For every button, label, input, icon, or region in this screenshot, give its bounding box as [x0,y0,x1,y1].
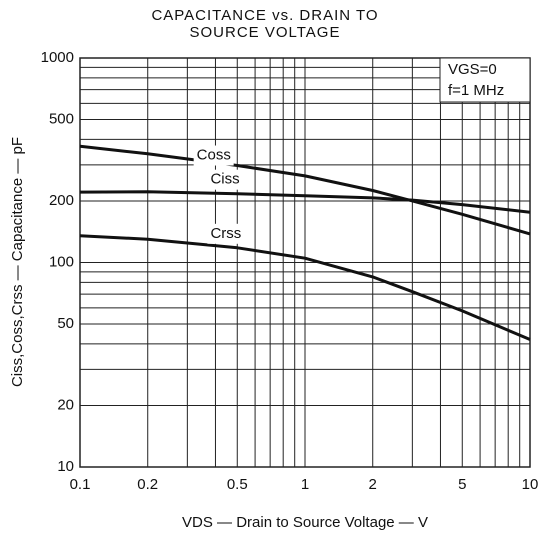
x-axis-label: VDS — Drain to Source Voltage — V [182,514,428,531]
y-tick-label: 200 [49,192,74,209]
annotation: f=1 MHz [448,82,504,99]
x-tick-label: 0.5 [227,476,248,493]
curve [79,190,531,214]
chart-title: CAPACITANCE vs. DRAIN TO [151,7,378,24]
y-tick-label: 20 [57,396,74,413]
x-tick-label: 1 [301,476,309,493]
x-tick-label: 5 [458,476,466,493]
y-tick-label: 500 [49,111,74,128]
label-bg [207,223,248,244]
y-tick-label: 1000 [41,49,74,66]
curve [79,234,531,341]
series-label: Ciss [210,171,239,188]
y-tick-label: 50 [57,315,74,332]
series-label: Coss [197,146,231,163]
curve [79,144,531,236]
x-tick-label: 0.1 [70,476,91,493]
series-label: Crss [210,225,241,242]
y-tick-label: 100 [49,253,74,270]
y-tick-label: 10 [57,458,74,475]
annotation-box [439,57,531,103]
label-bg [207,169,248,190]
x-tick-label: 10 [522,476,539,493]
annotation: VGS=0 [448,61,497,78]
x-tick-label: 2 [369,476,377,493]
y-axis-label: Ciss,Coss,Crss — Capacitance — pF [9,137,26,387]
label-bg [193,145,234,166]
chart-title: SOURCE VOLTAGE [190,24,341,41]
x-tick-label: 0.2 [137,476,158,493]
